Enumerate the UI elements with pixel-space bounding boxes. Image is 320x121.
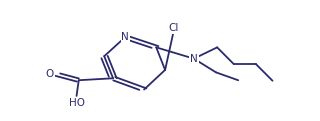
Text: N: N (121, 32, 129, 42)
Text: Cl: Cl (169, 23, 179, 33)
Text: O: O (46, 69, 54, 79)
Text: N: N (190, 54, 198, 64)
Text: HO: HO (68, 98, 84, 108)
